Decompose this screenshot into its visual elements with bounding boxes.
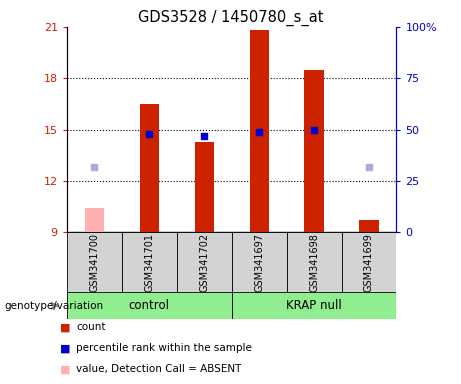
Text: GDS3528 / 1450780_s_at: GDS3528 / 1450780_s_at [138,10,323,26]
Text: genotype/variation: genotype/variation [5,301,104,311]
Text: KRAP null: KRAP null [286,299,342,312]
Text: ■: ■ [60,364,71,374]
Text: GSM341699: GSM341699 [364,233,374,291]
Bar [304,70,324,232]
Text: value, Detection Call = ABSENT: value, Detection Call = ABSENT [76,364,242,374]
Text: ■: ■ [60,322,71,332]
Bar [287,232,342,292]
Bar [342,232,396,292]
Bar [177,232,231,292]
Bar [360,220,378,232]
Bar [231,232,287,292]
Text: control: control [129,299,170,312]
Bar [85,209,104,232]
Text: GSM341702: GSM341702 [199,233,209,291]
Text: GSM341697: GSM341697 [254,233,264,291]
Bar [249,30,269,232]
Bar [67,232,122,292]
Text: ■: ■ [60,343,71,353]
Text: GSM341698: GSM341698 [309,233,319,291]
Bar [195,142,214,232]
Text: GSM341700: GSM341700 [89,233,99,291]
Bar [67,292,231,319]
Text: percentile rank within the sample: percentile rank within the sample [76,343,252,353]
Bar [140,104,159,232]
Bar [122,232,177,292]
Text: GSM341701: GSM341701 [144,233,154,291]
Bar [231,292,396,319]
Text: count: count [76,322,106,332]
